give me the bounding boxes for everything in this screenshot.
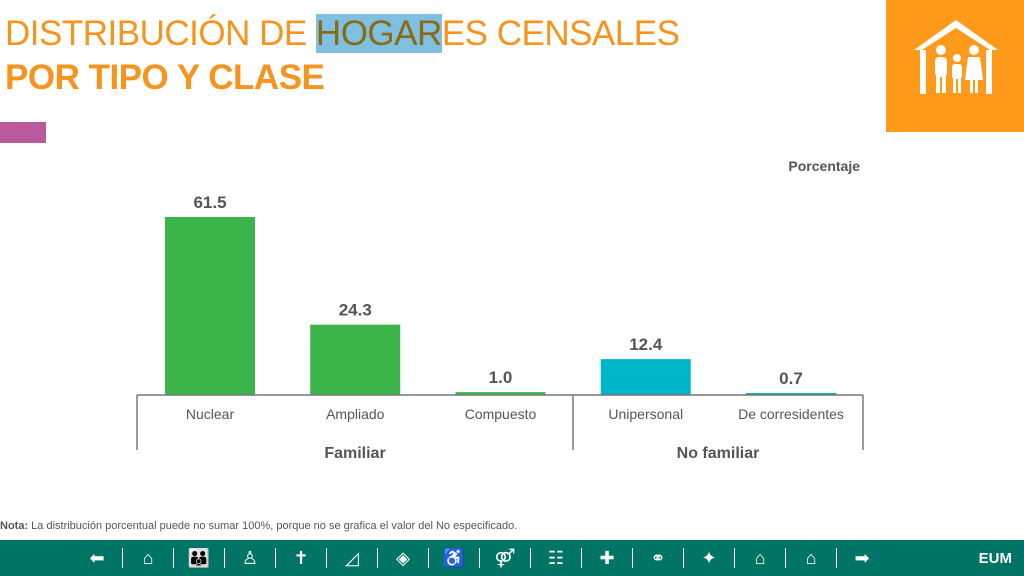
separator [428,548,429,568]
hospital-icon[interactable]: ✚ [599,547,615,568]
note-bold: Nota: [0,520,29,532]
value-label: 24.3 [339,301,372,320]
bar-ampliado [310,324,401,395]
separator [785,548,786,568]
indigenous-icon[interactable]: ◈ [396,547,410,568]
arrow-left-icon[interactable]: ⬅ [89,547,105,568]
category-label: Nuclear [186,406,235,422]
family-house-icon [914,20,998,94]
bar-unipersonal [600,359,691,395]
value-label: 12.4 [629,335,663,354]
title-post: ES CENSALES [441,14,680,53]
religion-icon[interactable]: ✦ [701,547,717,568]
population-icon[interactable]: 👪 [187,547,211,568]
separator [275,548,276,568]
footnote: Nota: La distribución porcentual puede n… [0,520,517,532]
disability-icon[interactable]: ♿ [442,547,466,568]
bar-de-corresidentes [746,392,836,395]
category-label: Unipersonal [608,406,683,422]
separator [326,548,327,568]
category-label: De corresidentes [738,406,844,422]
mexico-map-icon[interactable]: ◿ [345,547,359,568]
rings-icon[interactable]: ⚭ [650,547,666,568]
separator [734,548,735,568]
mortality-icon[interactable]: ✝ [293,547,309,568]
category-label: Compuesto [465,406,537,422]
separator [530,548,531,568]
separator [173,548,174,568]
person-icon[interactable]: ♙ [241,547,259,568]
title-line1: DISTRIBUCIÓN DE HOGARES CENSALES [5,14,680,54]
separator [581,548,582,568]
couple-icon[interactable]: ⚤ [494,547,516,568]
title-highlight: HOGAR [315,14,442,53]
separator [224,548,225,568]
group-label: Familiar [324,445,385,462]
eum-label: EUM [978,550,1012,567]
footer-nav: ⬅ ⌂ 👪 ♙ ✝ ◿ ◈ ♿ ⚤ ☷ ✚ ⚭ ✦ ⌂ ⌂ ➡ EUM [0,540,1024,576]
separator [836,548,837,568]
households-icon[interactable]: ⌂ [754,547,766,568]
title-pre: DISTRIBUCIÓN DE [5,14,316,53]
arrow-right-icon[interactable]: ➡ [854,547,870,568]
accent-bar [0,122,46,143]
unit-label: Porcentaje [788,158,860,174]
category-label: Ampliado [326,406,385,422]
households-logo [886,0,1024,132]
separator [632,548,633,568]
note-text: La distribución porcentual puede no suma… [28,520,518,532]
home-icon[interactable]: ⌂ [805,547,817,568]
separator [683,548,684,568]
group-label: No familiar [677,445,760,462]
separator [479,548,480,568]
bar-compuesto [455,392,546,395]
separator [377,548,378,568]
house-person-icon[interactable]: ⌂ [142,547,154,568]
value-label: 1.0 [489,368,513,387]
title-line2: POR TIPO Y CLASE [5,58,325,97]
bar-nuclear [165,217,255,395]
value-label: 0.7 [779,369,803,388]
bar-chart: 61.5 Nuclear 24.3 Ampliado 1.0 Compuesto 12.4 U… [136,193,864,462]
family-icon[interactable]: ☷ [547,547,565,568]
separator [122,548,123,568]
value-label: 61.5 [193,193,226,212]
